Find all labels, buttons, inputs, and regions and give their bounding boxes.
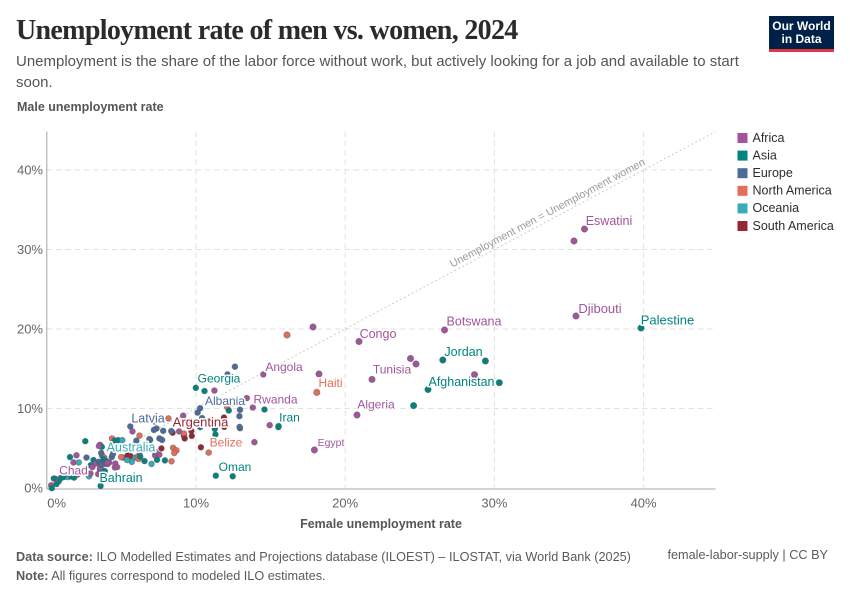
svg-text:Botswana: Botswana	[447, 315, 502, 329]
svg-text:40%: 40%	[17, 163, 43, 178]
svg-text:Chad: Chad	[59, 464, 88, 478]
svg-text:Africa: Africa	[753, 131, 785, 145]
svg-text:Afghanistan: Afghanistan	[428, 375, 494, 389]
svg-text:Egypt: Egypt	[318, 437, 345, 449]
svg-text:Australia: Australia	[107, 441, 156, 455]
svg-text:20%: 20%	[332, 496, 358, 511]
svg-text:Rwanda: Rwanda	[253, 393, 297, 407]
svg-text:Oceania: Oceania	[753, 201, 800, 215]
svg-text:South America: South America	[753, 219, 834, 233]
svg-text:10%: 10%	[17, 401, 43, 416]
svg-text:Algeria: Algeria	[357, 398, 395, 412]
svg-text:Latvia: Latvia	[131, 412, 164, 426]
svg-text:0%: 0%	[47, 496, 66, 511]
svg-text:Angola: Angola	[265, 360, 303, 374]
svg-text:Argentina: Argentina	[173, 415, 229, 430]
svg-text:Albania: Albania	[205, 394, 245, 408]
svg-text:Iran: Iran	[279, 411, 300, 425]
svg-text:10%: 10%	[183, 496, 209, 511]
svg-text:Eswatini: Eswatini	[586, 214, 633, 228]
svg-text:0%: 0%	[24, 481, 43, 496]
svg-text:Tunisia: Tunisia	[373, 363, 412, 377]
svg-text:Djibouti: Djibouti	[578, 301, 621, 316]
svg-text:Congo: Congo	[360, 327, 397, 341]
svg-text:Haiti: Haiti	[318, 376, 342, 390]
svg-text:Bahrain: Bahrain	[99, 471, 142, 485]
svg-text:Palestine: Palestine	[641, 313, 694, 328]
svg-text:North America: North America	[753, 184, 832, 198]
svg-text:Georgia: Georgia	[198, 372, 241, 386]
svg-text:Belize: Belize	[210, 436, 243, 450]
svg-text:20%: 20%	[17, 322, 43, 337]
svg-text:Asia: Asia	[753, 148, 777, 162]
svg-text:30%: 30%	[17, 242, 43, 257]
svg-text:Europe: Europe	[753, 166, 793, 180]
svg-text:40%: 40%	[631, 496, 657, 511]
svg-text:Female unemployment rate: Female unemployment rate	[300, 517, 462, 531]
svg-text:30%: 30%	[481, 496, 507, 511]
svg-text:Oman: Oman	[219, 460, 252, 474]
svg-text:Jordan: Jordan	[444, 345, 482, 359]
